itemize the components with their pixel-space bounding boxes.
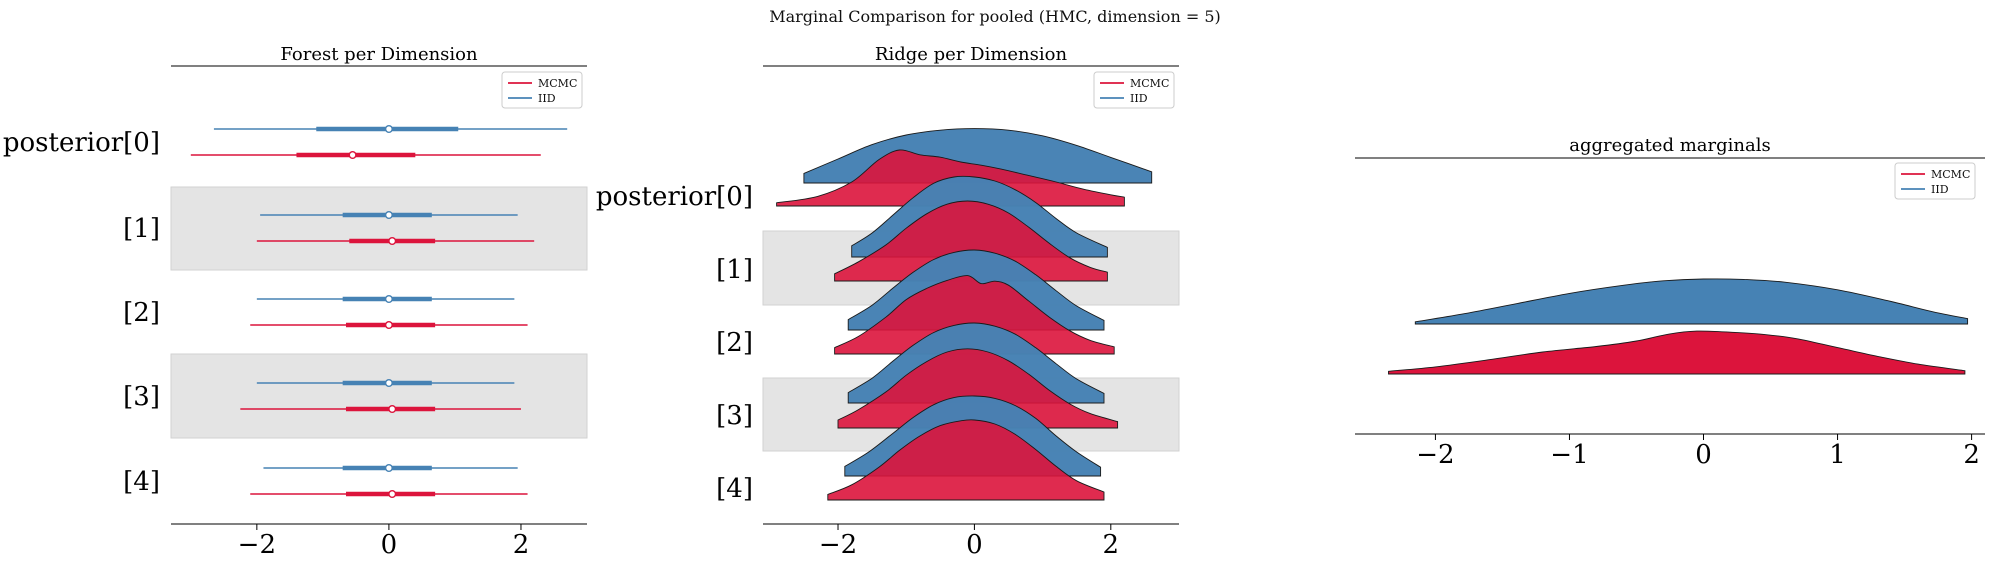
legend-label: IID: [1931, 183, 1949, 196]
row-band: [170, 186, 588, 271]
median-point: [388, 405, 397, 414]
x-tick-label: 2: [1103, 530, 1120, 560]
legend-label: MCMC: [538, 77, 577, 90]
row-label: posterior[0]: [596, 182, 753, 212]
agg-iid-density: [1414, 278, 1969, 325]
x-tick-label: −2: [1416, 440, 1454, 470]
panel-title: aggregated marginals: [1569, 135, 1770, 156]
median-point: [384, 464, 393, 473]
row-label: [4]: [123, 467, 160, 497]
ridge-panel: Ridge per Dimension posterior[0] [1] [2] [3]…: [596, 44, 1180, 560]
ridge-mcmc-density: [837, 348, 1119, 429]
legend-box: [501, 71, 583, 109]
x-tick-label: −1: [1550, 440, 1588, 470]
row-band: [170, 353, 588, 439]
agg-mcmc-density: [1388, 330, 1966, 375]
median-point: [348, 150, 357, 159]
x-tick-label: 0: [966, 530, 983, 560]
x-tick-label: −2: [819, 530, 857, 560]
row-label: [4]: [716, 474, 753, 504]
x-tick-label: 0: [1695, 440, 1712, 470]
forest-panel: Forest per Dimension posterior[0] [1] [2] [3…: [3, 44, 588, 560]
x-tick-label: 1: [1829, 440, 1846, 470]
median-point: [384, 295, 393, 304]
x-tick-label: −2: [238, 530, 276, 560]
legend-box: [1894, 162, 1976, 200]
legend-box: [1093, 71, 1175, 109]
x-tick-label: 2: [513, 530, 530, 560]
row-label: [3]: [123, 382, 160, 412]
legend-label: MCMC: [1931, 168, 1970, 181]
aggregated-panel: aggregated marginals MCMC IID −2 −1 0 1 2: [1355, 135, 1985, 470]
median-point: [384, 210, 393, 219]
row-label: [2]: [123, 298, 160, 328]
median-point: [388, 236, 397, 245]
median-point: [388, 490, 397, 499]
panel-title: Ridge per Dimension: [875, 44, 1068, 65]
row-label: [1]: [716, 255, 753, 285]
ridge-mcmc-density: [827, 419, 1105, 501]
x-tick-label: 2: [1963, 440, 1980, 470]
legend-label: IID: [538, 92, 556, 105]
figure-title: Marginal Comparison for pooled (HMC, dim…: [769, 7, 1221, 26]
row-label: posterior[0]: [3, 128, 160, 158]
median-point: [384, 124, 393, 133]
row-label: [2]: [716, 328, 753, 358]
legend-label: MCMC: [1130, 77, 1169, 90]
ridge-mcmc-density: [834, 200, 1108, 282]
row-label: [3]: [716, 401, 753, 431]
panel-title: Forest per Dimension: [280, 44, 478, 65]
ridge-mcmc-density: [834, 275, 1115, 355]
median-point: [384, 379, 393, 388]
median-point: [384, 321, 393, 330]
x-tick-label: 0: [381, 530, 398, 560]
row-label: [1]: [123, 214, 160, 244]
legend-label: IID: [1130, 92, 1148, 105]
